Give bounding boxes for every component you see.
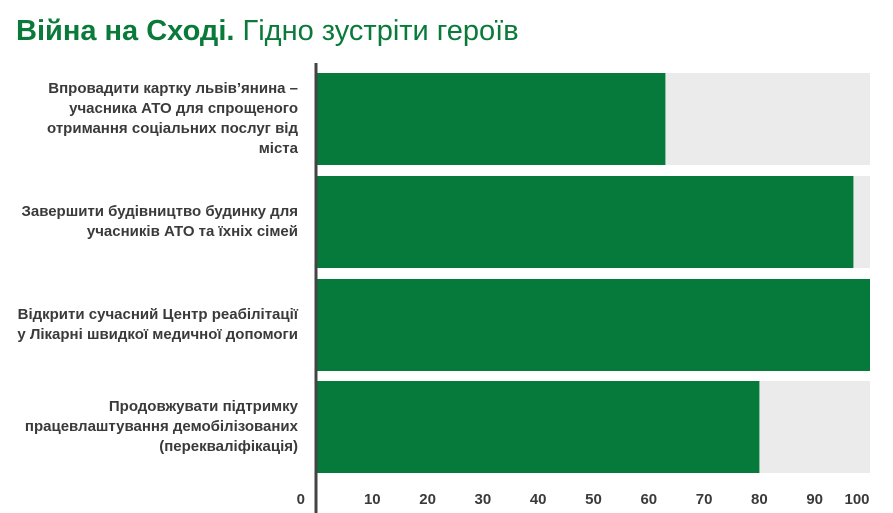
category-label: Відкрити сучасний Центр реабілітації у Лі…	[17, 306, 298, 343]
category-labels: Впровадити картку львів’янина – учасника …	[17, 80, 298, 455]
chart-title: Війна на Сході. Гідно зустріти героїв	[16, 12, 519, 50]
category-label: Завершити будівництво будинку для учасник…	[21, 203, 298, 240]
x-tick-label: 20	[419, 491, 436, 508]
x-tick-label: 0	[297, 491, 305, 508]
category-label: Впровадити картку львів’янина – учасника …	[47, 80, 299, 157]
chart-title-bold: Війна на Сході.	[16, 15, 235, 47]
category-label-line: Впровадити картку львів’янина –	[48, 80, 298, 97]
bars	[317, 73, 870, 473]
x-tick-label: 50	[585, 491, 602, 508]
x-tick-label: 80	[751, 491, 768, 508]
category-label-line: Відкрити сучасний Центр реабілітації	[18, 306, 299, 323]
category-label-line: у Лікарні швидкої медичної допомоги	[17, 326, 298, 343]
x-tick-label: 30	[475, 491, 492, 508]
x-tick-label: 10	[364, 491, 381, 508]
category-label-line: міста	[259, 140, 299, 157]
category-label: Продовжувати підтримку працевлаштування д…	[25, 398, 299, 455]
x-tick-label: 100	[844, 491, 869, 508]
bar	[317, 279, 870, 371]
category-label-line: учасників АТО та їхніх сімей	[87, 223, 298, 240]
x-tick-label: 90	[806, 491, 823, 508]
category-label-line: працевлаштування демобілізованих	[25, 418, 299, 435]
x-tick-label: 70	[696, 491, 713, 508]
bar	[317, 176, 854, 268]
x-axis-ticks: 0 10 20 30 40 50 60 70 80 90 100	[297, 491, 870, 508]
category-label-line: Завершити будівництво будинку для	[21, 203, 298, 220]
chart-title-regular: Гідно зустріти героїв	[242, 15, 519, 47]
category-label-line: отримання соціальних послуг від	[47, 120, 298, 137]
category-label-line: (перекваліфікація)	[159, 438, 298, 455]
bar	[317, 73, 666, 165]
x-tick-label: 60	[640, 491, 657, 508]
x-tick-label: 40	[530, 491, 547, 508]
category-label-line: Продовжувати підтримку	[109, 398, 299, 415]
bar	[317, 381, 760, 473]
category-label-line: учасника АТО для спрощеного	[69, 100, 298, 117]
